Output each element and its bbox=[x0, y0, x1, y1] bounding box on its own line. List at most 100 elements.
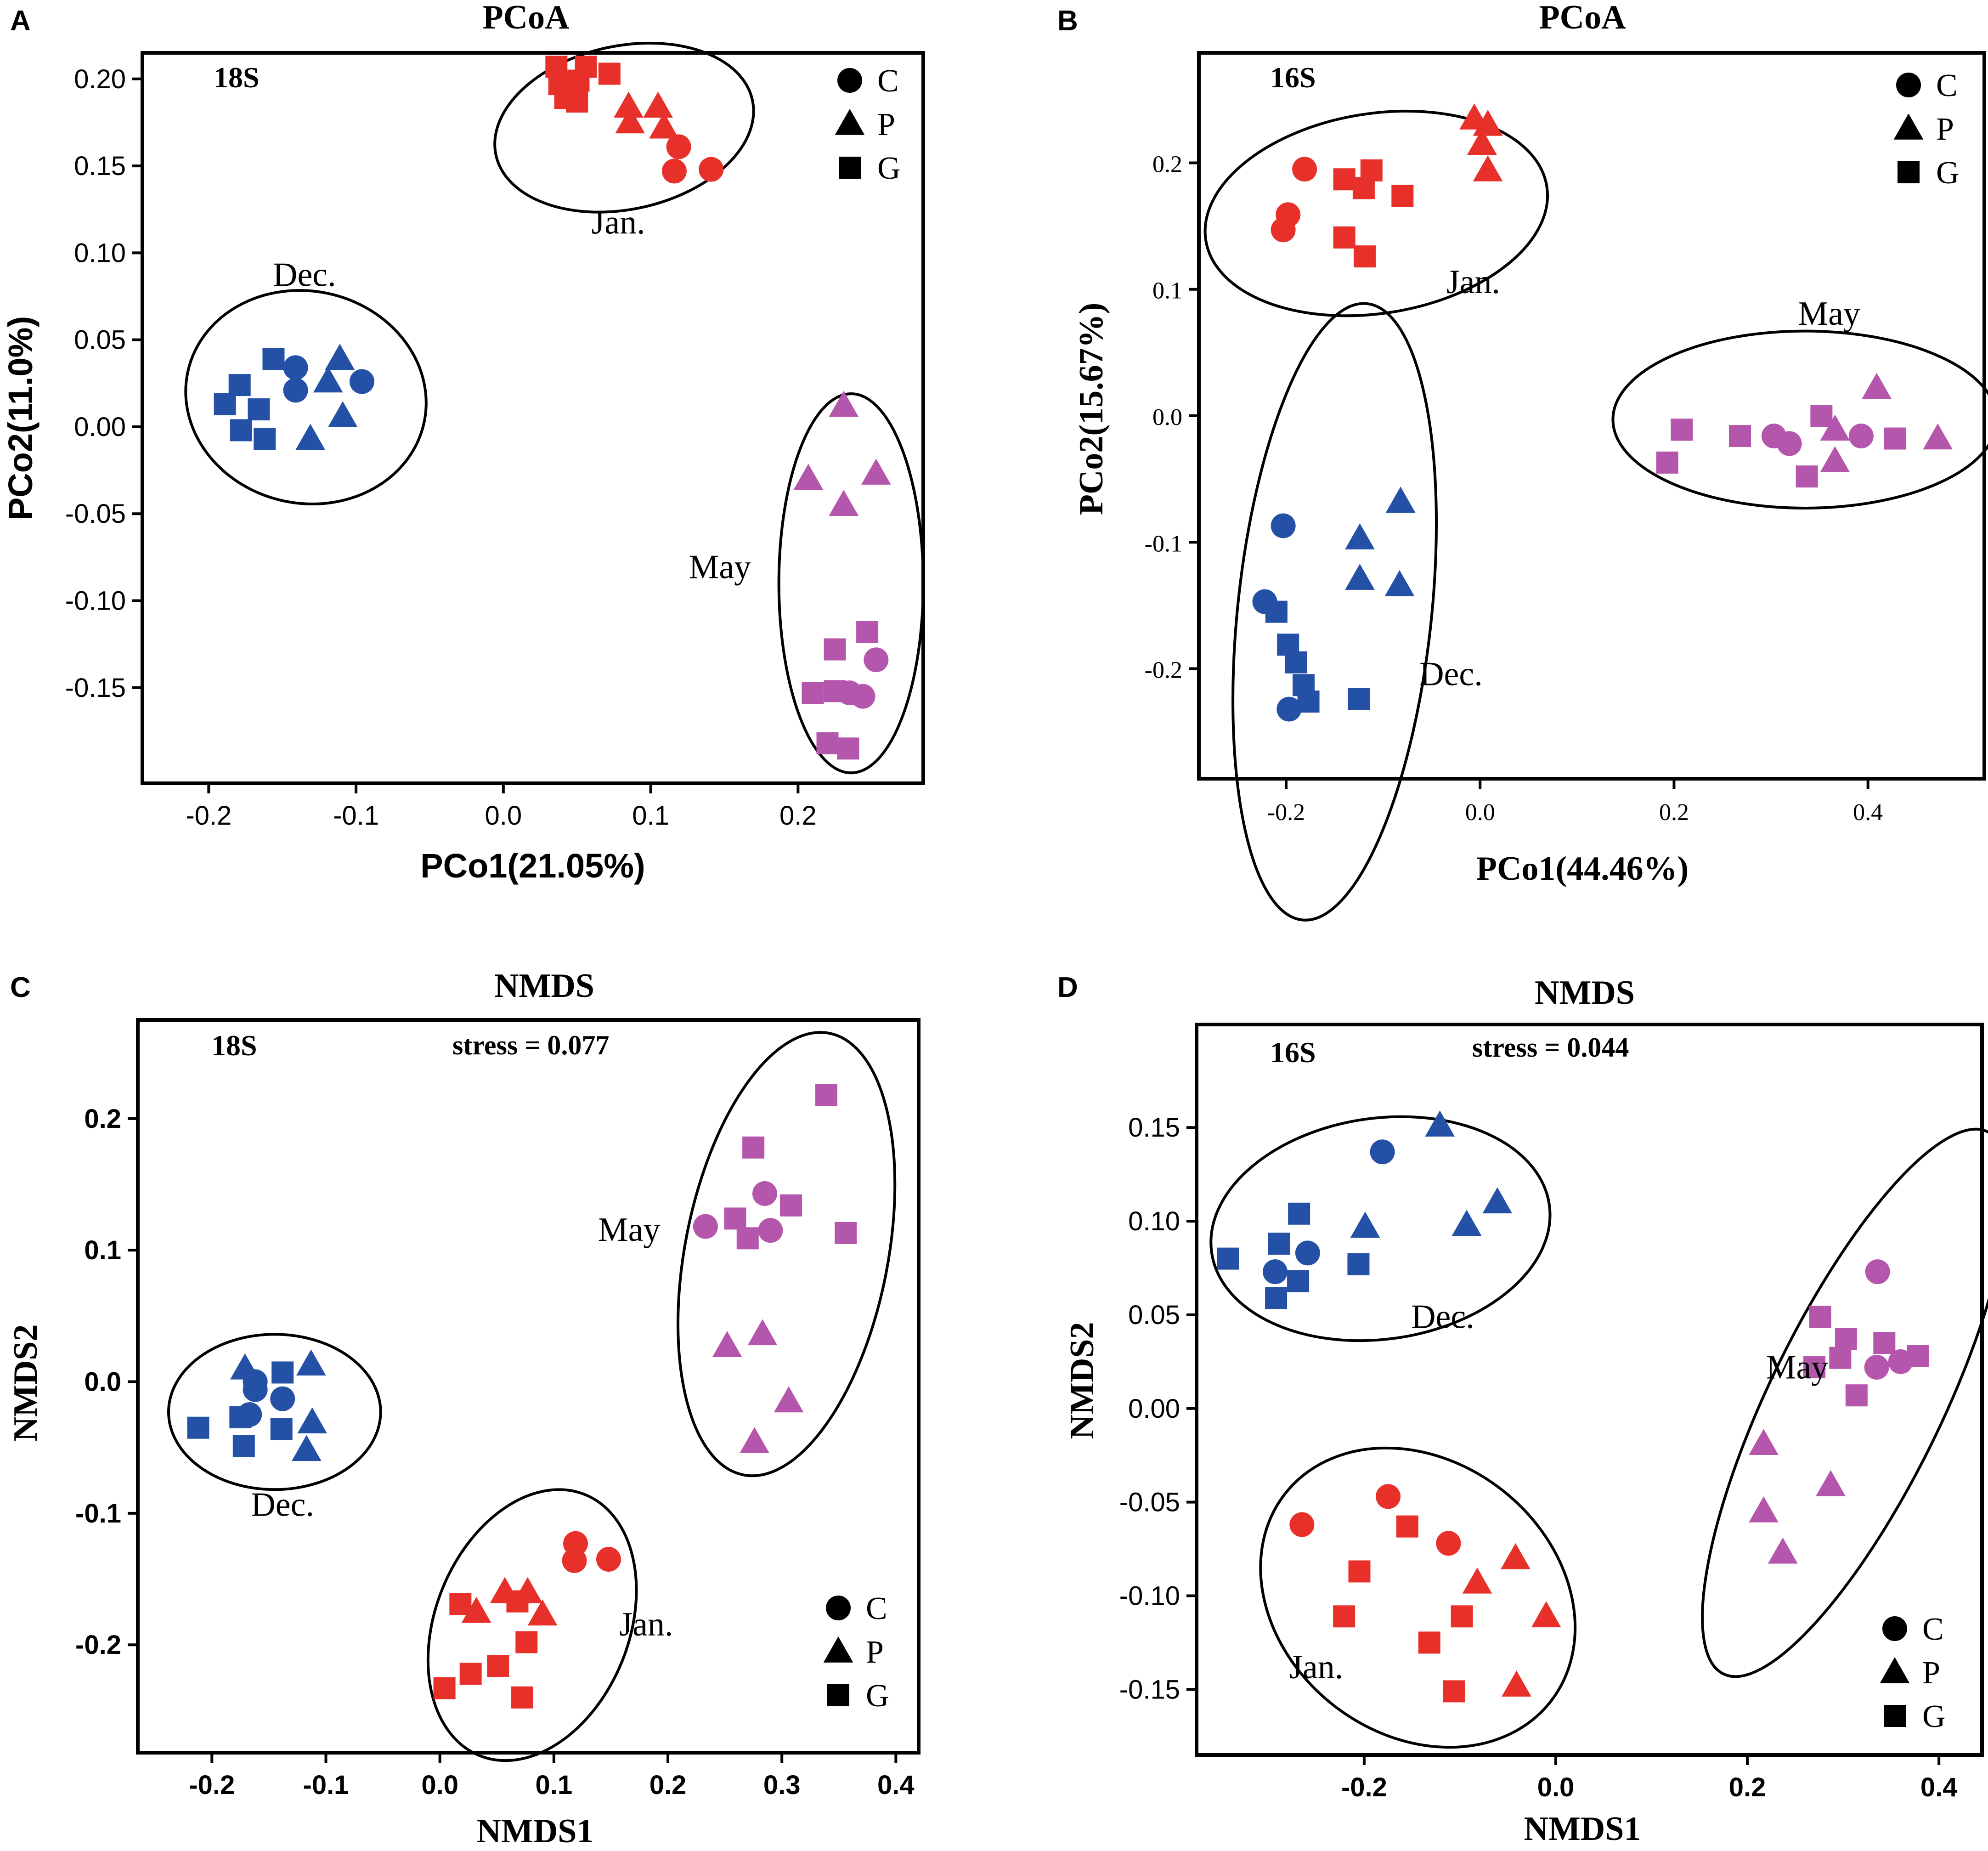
panel-c-marks: -0.2 -0.1 0.0 0.1 0.2 0.3 0.4 0.2 0.1 0.0 -0.1 -0.2… bbox=[75, 1031, 915, 1800]
data-point-triangle bbox=[1749, 1429, 1779, 1455]
data-point-triangle bbox=[1820, 414, 1850, 441]
data-point-circle bbox=[1376, 1484, 1401, 1509]
panel-label: D bbox=[1057, 972, 1078, 1003]
x-tick-label: 0.2 bbox=[649, 1770, 687, 1800]
panel-d-marks: -0.2 0.0 0.2 0.4 0.15 0.10 0.05 0.00 -0.05 -0.10 -… bbox=[1119, 1110, 1988, 1802]
data-point-square bbox=[816, 732, 839, 754]
panel-label: C bbox=[10, 972, 31, 1003]
y-tick-label: 0.2 bbox=[84, 1104, 121, 1134]
data-point-square bbox=[487, 1655, 509, 1677]
data-point-square bbox=[742, 1136, 765, 1159]
data-point-triangle bbox=[1502, 1670, 1531, 1697]
data-point-triangle bbox=[297, 1407, 328, 1434]
y-tick-label: -0.10 bbox=[65, 586, 126, 616]
data-point-circle bbox=[1777, 431, 1802, 456]
plot-frame bbox=[136, 1018, 921, 1755]
x-tick-label: -0.2 bbox=[1341, 1772, 1387, 1802]
y-axis-label: PCo2(11.0%) bbox=[1, 316, 40, 520]
data-point-circle bbox=[1865, 1259, 1890, 1285]
data-point-triangle bbox=[295, 424, 326, 450]
stress-label: stress = 0.077 bbox=[452, 1030, 609, 1060]
data-point-square bbox=[1396, 1515, 1418, 1538]
data-point-triangle bbox=[1384, 570, 1415, 596]
data-point-square bbox=[228, 374, 251, 396]
panel-label: A bbox=[10, 5, 31, 37]
data-point-triangle bbox=[740, 1427, 769, 1453]
data-point-triangle bbox=[649, 112, 679, 139]
confidence-ellipse bbox=[777, 392, 925, 775]
group-jan: Jan. bbox=[426, 1488, 673, 1762]
data-point-square bbox=[271, 1361, 294, 1384]
group-label: May bbox=[1798, 295, 1860, 333]
data-point-triangle bbox=[861, 459, 891, 485]
data-point-circle bbox=[562, 1548, 587, 1573]
legend-label: G bbox=[866, 1678, 889, 1714]
data-point-square bbox=[824, 638, 846, 661]
data-point-square bbox=[598, 62, 621, 85]
gene-label: 18S bbox=[214, 61, 260, 94]
legend-marker-square bbox=[839, 157, 861, 179]
legend-marker-circle bbox=[1882, 1616, 1907, 1641]
legend-marker-triangle bbox=[835, 109, 865, 135]
data-point-triangle bbox=[829, 391, 859, 417]
y-tick-label: 0.05 bbox=[1128, 1300, 1180, 1330]
x-axis-label: NMDS1 bbox=[1524, 1810, 1641, 1848]
legend-label: P bbox=[866, 1635, 884, 1670]
data-point-triangle bbox=[296, 1349, 326, 1376]
data-point-square bbox=[1285, 651, 1307, 674]
legend-marker-square bbox=[1884, 1705, 1906, 1727]
legend-label: G bbox=[877, 151, 901, 186]
legend: CPG bbox=[823, 1591, 889, 1714]
group-label: Dec. bbox=[1411, 1298, 1474, 1336]
group-jan: Jan. bbox=[493, 41, 755, 242]
data-point-triangle bbox=[774, 1386, 804, 1413]
data-point-circle bbox=[752, 1181, 777, 1206]
data-point-square bbox=[433, 1677, 456, 1699]
data-point-square bbox=[248, 398, 270, 421]
chart-title: PCoA bbox=[1539, 0, 1626, 36]
x-tick-label: -0.2 bbox=[189, 1770, 235, 1800]
y-axis-label: NMDS2 bbox=[1063, 1322, 1101, 1439]
y-tick-label: 0.0 bbox=[84, 1367, 121, 1397]
plot-frame bbox=[141, 51, 925, 785]
x-axis-label: NMDS1 bbox=[477, 1812, 594, 1850]
confidence-ellipse bbox=[1209, 1115, 1552, 1342]
y-tick-label: 0.10 bbox=[1128, 1206, 1180, 1236]
data-point-triangle bbox=[1345, 564, 1375, 590]
legend-label: P bbox=[877, 107, 895, 142]
group-may: May bbox=[1611, 295, 1988, 509]
data-point-square bbox=[1803, 1356, 1826, 1379]
data-point-circle bbox=[243, 1377, 268, 1402]
legend: CPG bbox=[1880, 1612, 1946, 1734]
data-point-triangle bbox=[1462, 1567, 1492, 1594]
data-point-circle bbox=[758, 1218, 783, 1243]
chart-title: NMDS bbox=[1535, 974, 1635, 1012]
y-tick-label: 0.0 bbox=[1152, 404, 1182, 430]
data-point-triangle bbox=[1350, 1211, 1380, 1238]
legend-label: C bbox=[1936, 68, 1958, 103]
legend-label: P bbox=[1922, 1655, 1940, 1691]
data-point-square bbox=[1845, 1384, 1868, 1407]
data-point-square bbox=[1884, 427, 1906, 450]
data-point-circle bbox=[1848, 424, 1874, 449]
data-point-square bbox=[837, 737, 859, 760]
data-point-square bbox=[1829, 1347, 1852, 1369]
group-label: May bbox=[598, 1211, 661, 1249]
legend-marker-circle bbox=[1896, 73, 1921, 97]
data-point-triangle bbox=[527, 1599, 558, 1626]
gene-label: 16S bbox=[1270, 61, 1316, 94]
data-point-triangle bbox=[712, 1331, 742, 1357]
confidence-ellipse bbox=[1231, 302, 1438, 922]
data-point-circle bbox=[283, 355, 308, 380]
data-point-circle bbox=[1864, 1355, 1889, 1380]
data-point-triangle bbox=[313, 366, 343, 393]
panel-label: B bbox=[1057, 5, 1078, 37]
data-point-square bbox=[214, 393, 236, 415]
group-label: Jan. bbox=[1446, 263, 1500, 301]
data-point-square bbox=[506, 1590, 529, 1613]
y-tick-label: 0.05 bbox=[74, 325, 126, 355]
y-tick-label: -0.2 bbox=[1145, 657, 1182, 684]
panel-d: D NMDS 16S stress = 0.044 NMDS1 NMDS2 bbox=[1057, 972, 1984, 1848]
y-axis-label: NMDS2 bbox=[7, 1325, 45, 1442]
